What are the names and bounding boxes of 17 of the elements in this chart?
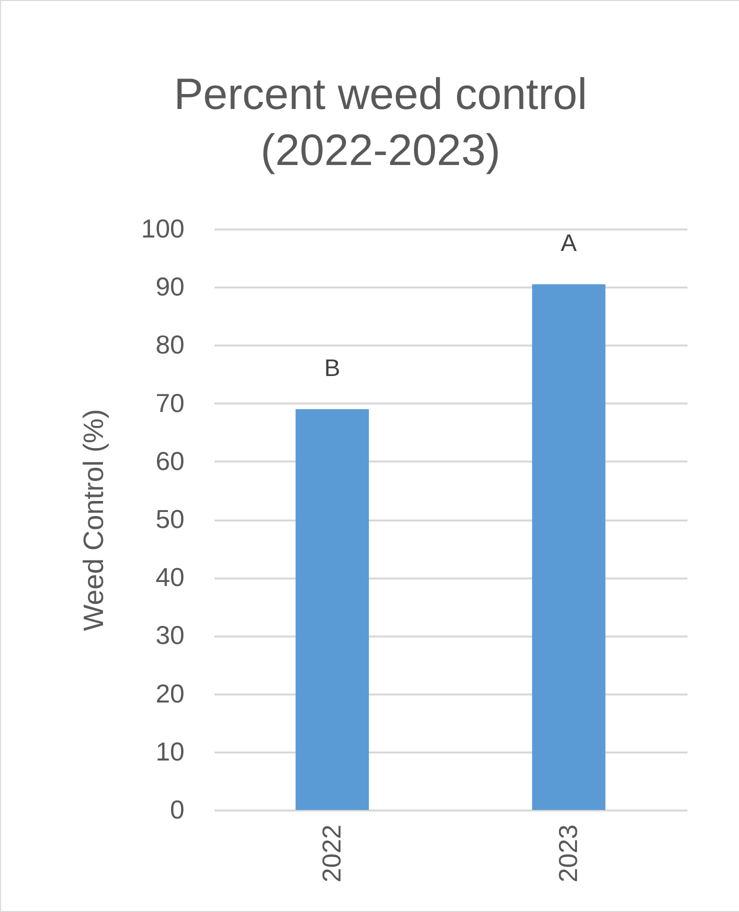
chart-title: Percent weed control (2022-2023) xyxy=(174,70,588,175)
y-tick-label: 30 xyxy=(156,620,184,650)
y-tick-label: 60 xyxy=(156,446,184,476)
x-tick-label: 2023 xyxy=(552,824,583,882)
annotation: A xyxy=(560,230,577,258)
y-axis-title: Weed Control (%) xyxy=(78,408,110,632)
y-tick-label: 70 xyxy=(156,388,184,418)
y-tick-label: 20 xyxy=(156,678,184,708)
x-tick-label: 2022 xyxy=(316,824,346,882)
y-tick-label: 50 xyxy=(156,504,184,534)
y-tick-label: 0 xyxy=(170,794,184,824)
y-tick-label: 100 xyxy=(141,214,184,244)
y-tick-label: 90 xyxy=(156,272,184,302)
annotation: B xyxy=(324,355,340,382)
y-tick-label: 80 xyxy=(156,330,184,360)
y-tick-label: 10 xyxy=(156,736,184,766)
y-tick-label: 40 xyxy=(156,562,184,592)
